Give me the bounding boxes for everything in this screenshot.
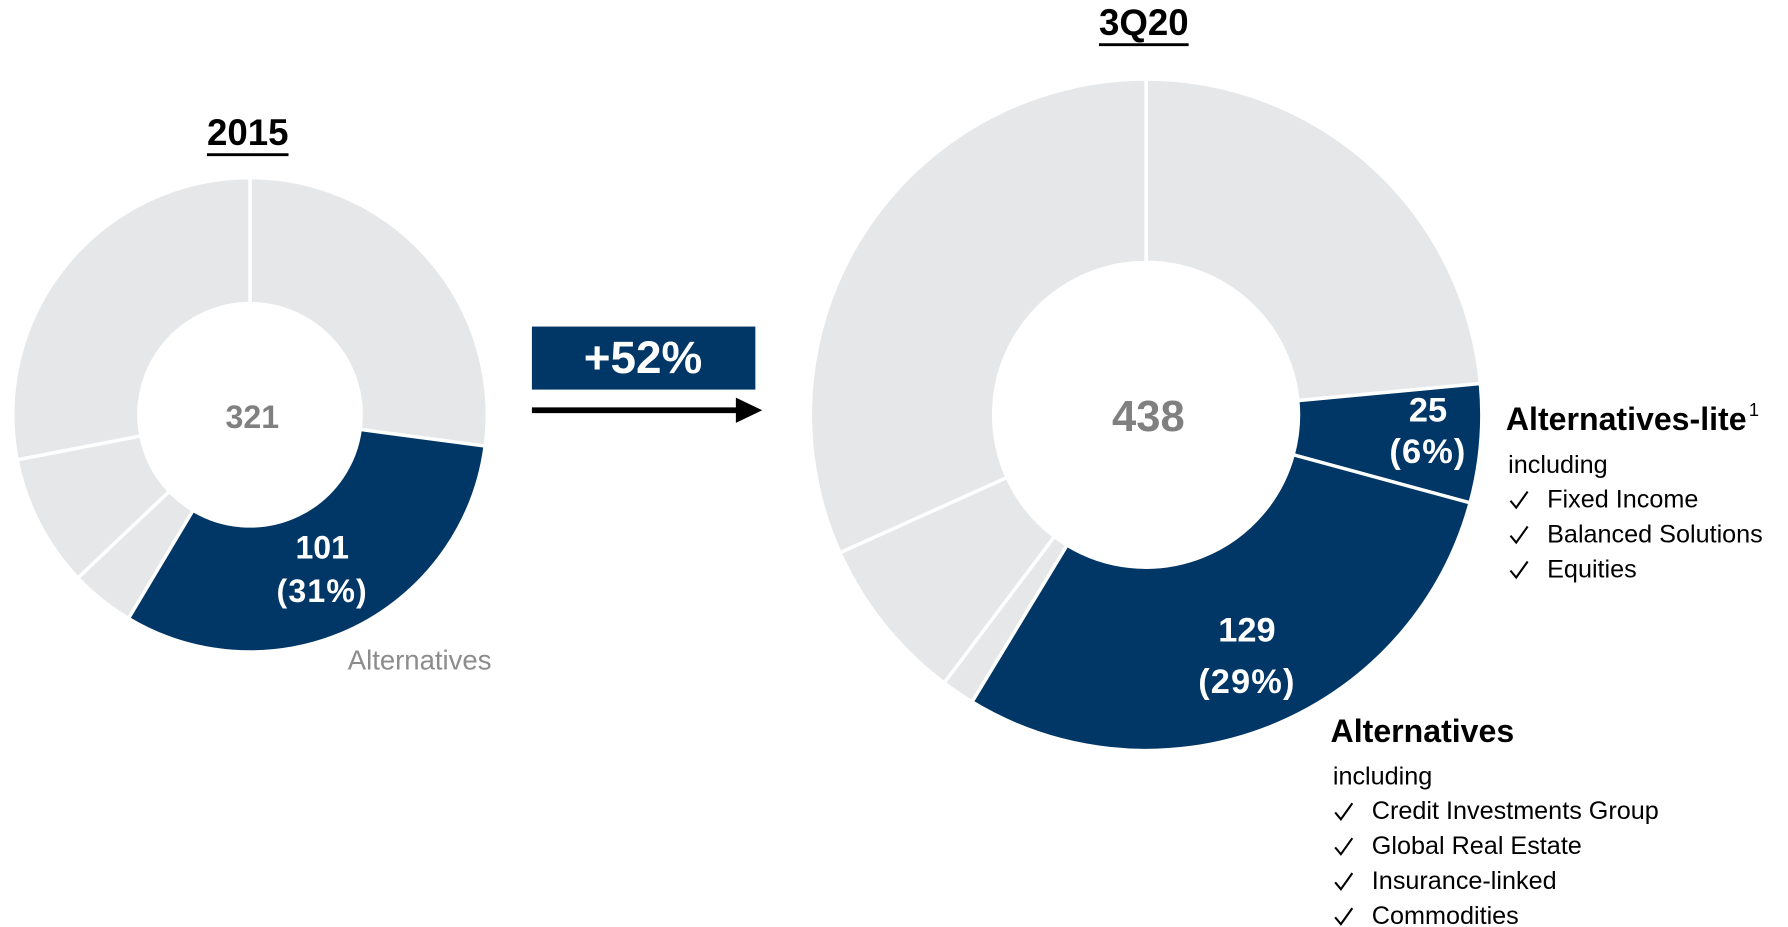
donut-slice [248,175,489,448]
check-icon [1509,490,1529,510]
check-icon [1334,837,1354,856]
share-label: (29%) [1198,663,1295,701]
arrow-head [735,397,763,423]
category-label: Alternatives-lite [1506,401,1747,437]
check-icon [1509,525,1529,545]
share-label: (31%) [277,573,368,609]
value-label: 129 [1218,612,1275,650]
donut-slice [11,175,252,462]
donut-slice [1144,77,1483,403]
check-icon [1509,560,1529,580]
detail-item: Fixed Income [1547,485,1698,513]
detail-item: Credit Investments Group [1372,797,1659,825]
donut-slice [126,427,488,654]
donut-slice [969,452,1473,753]
detail-item: Insurance-linked [1372,867,1557,895]
share-label: (6%) [1389,433,1466,471]
detail-intro: including [1508,451,1607,479]
total-label: 438 [1112,393,1185,441]
value-label: 25 [1409,392,1447,430]
category-label: Alternatives [1331,713,1515,749]
growth-box [531,326,756,390]
check-icon [1334,907,1354,926]
check-icon [1334,872,1354,891]
check-icon [1334,802,1354,821]
detail-item: Global Real Estate [1372,832,1582,860]
detail-item: Equities [1547,555,1637,583]
footnote-mark: 1 [1749,399,1759,420]
value-label: 101 [295,529,349,565]
detail-item: Commodities [1372,902,1519,927]
chart-title: 3Q20 [1099,2,1189,43]
chart-title: 2015 [207,112,289,153]
detail-item: Balanced Solutions [1547,520,1763,548]
detail-intro: including [1333,763,1432,791]
category-label: Alternatives [348,645,492,676]
total-label: 321 [226,399,280,435]
donut-slice [808,77,1148,555]
growth-label: +52% [584,332,703,383]
